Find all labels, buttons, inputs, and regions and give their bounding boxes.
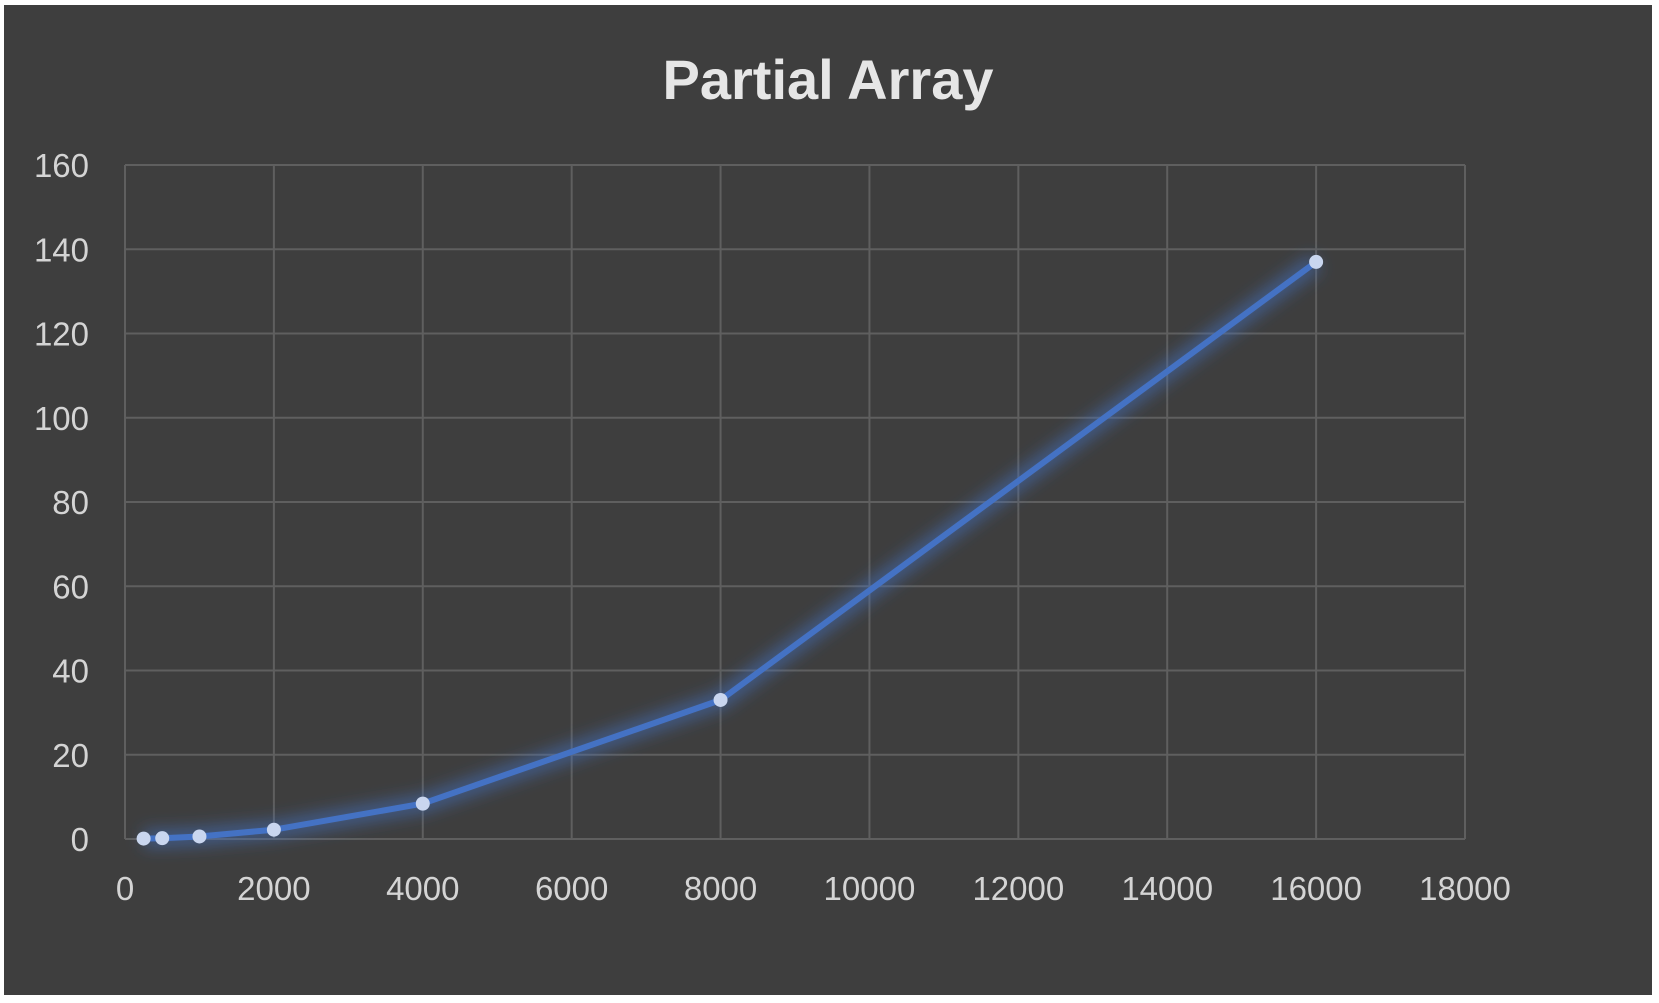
x-tick-label: 6000 — [535, 870, 608, 907]
data-point — [1309, 254, 1324, 269]
x-tick-label: 16000 — [1270, 870, 1362, 907]
x-tick-label: 18000 — [1419, 870, 1511, 907]
x-tick-label: 8000 — [684, 870, 757, 907]
y-tick-label: 100 — [34, 400, 89, 437]
chart-title: Partial Array — [662, 48, 994, 111]
x-tick-label: 0 — [116, 870, 134, 907]
y-tick-label: 0 — [71, 821, 89, 858]
y-tick-label: 60 — [52, 568, 89, 605]
data-point — [266, 822, 281, 837]
x-tick-label: 2000 — [237, 870, 310, 907]
plot-area: 0 20 40 60 80 100 120 140 160 0 2000 4000 6000 8000 10… — [34, 147, 1511, 907]
data-point — [713, 692, 728, 707]
y-tick-label: 120 — [34, 316, 89, 353]
y-tick-label: 140 — [34, 231, 89, 268]
y-tick-label: 20 — [52, 737, 89, 774]
series-line-glow — [143, 254, 1322, 848]
chart-frame: Partial Array 0 20 40 60 80 100 120 140 160 0 2000… — [4, 5, 1652, 995]
x-tick-label: 4000 — [386, 870, 459, 907]
data-point — [192, 829, 207, 844]
x-tick-label: 12000 — [972, 870, 1064, 907]
y-tick-label: 160 — [34, 147, 89, 184]
data-point — [155, 831, 170, 846]
data-point — [136, 831, 151, 846]
y-tick-label: 40 — [52, 653, 89, 690]
x-tick-label: 10000 — [824, 870, 916, 907]
data-point — [415, 796, 430, 811]
series-line — [140, 258, 1320, 842]
y-tick-label: 80 — [52, 484, 89, 521]
x-tick-label: 14000 — [1121, 870, 1213, 907]
